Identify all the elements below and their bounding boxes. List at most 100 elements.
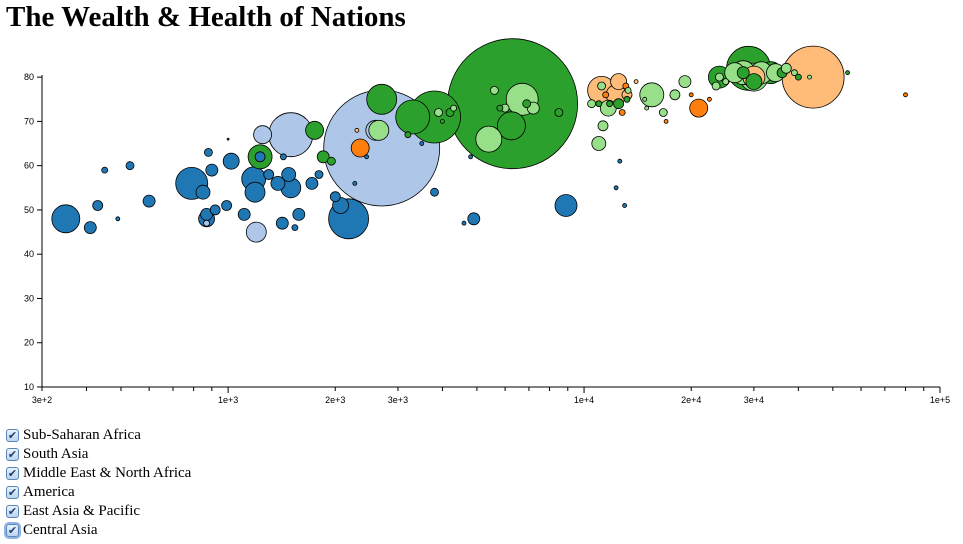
data-bubble <box>326 156 336 166</box>
data-bubble <box>663 119 669 124</box>
x-axis: 3e+2 1e+3 2e+3 3e+3 1e+4 2e+4 3e+4 1e+5 <box>32 386 950 405</box>
region-filter-middle-east-north-africa[interactable]: ✔ Middle East & North Africa <box>6 464 191 483</box>
data-bubble <box>591 136 607 151</box>
x-tick-label: 2e+3 <box>325 395 345 405</box>
data-bubble <box>554 108 564 117</box>
y-tick-label: 80 <box>24 72 34 82</box>
checkmark-icon: ✔ <box>7 448 18 461</box>
checkbox[interactable]: ✔ <box>6 467 19 480</box>
y-tick-label: 30 <box>24 293 34 303</box>
data-bubble <box>364 154 370 160</box>
x-tick-label: 2e+4 <box>681 395 701 405</box>
data-bubble <box>496 111 526 141</box>
data-bubble <box>715 72 724 82</box>
data-bubble <box>226 137 230 141</box>
plot-area <box>51 38 908 243</box>
data-bubble <box>644 105 650 111</box>
checkbox[interactable]: ✔ <box>6 524 19 537</box>
data-bubble <box>807 74 812 80</box>
data-bubble <box>305 120 325 140</box>
checkbox[interactable]: ✔ <box>6 448 19 461</box>
data-bubble <box>711 81 721 91</box>
data-bubble <box>597 120 609 132</box>
x-tick-label: 3e+3 <box>388 395 408 405</box>
checkbox[interactable]: ✔ <box>6 429 19 442</box>
checkbox[interactable]: ✔ <box>6 505 19 518</box>
checkbox[interactable]: ✔ <box>6 486 19 499</box>
data-bubble <box>633 79 639 84</box>
data-bubble <box>745 73 763 90</box>
data-bubble <box>781 45 845 109</box>
y-tick-label: 50 <box>24 205 34 215</box>
data-bubble <box>678 75 692 88</box>
data-bubble <box>275 216 289 230</box>
data-bubble <box>845 70 850 76</box>
data-bubble <box>51 204 81 234</box>
data-bubble <box>613 185 619 191</box>
y-tick-label: 20 <box>24 338 34 348</box>
checkmark-icon: ✔ <box>7 486 18 499</box>
region-filter-east-asia-pacific[interactable]: ✔ East Asia & Pacific <box>6 502 191 521</box>
data-bubble <box>624 87 632 94</box>
data-bubble <box>237 207 251 221</box>
data-bubble <box>623 95 631 103</box>
bubble-chart: 3e+2 1e+3 2e+3 3e+3 1e+4 2e+4 3e+4 1e+5 10 20 30 4… <box>24 38 950 405</box>
data-bubble <box>639 82 665 108</box>
data-bubble <box>125 161 135 171</box>
data-bubble <box>688 92 694 98</box>
data-bubble <box>92 200 104 211</box>
data-bubble <box>669 89 681 101</box>
data-bubble <box>203 147 213 157</box>
data-bubble <box>254 151 266 163</box>
region-label: Central Asia <box>23 522 98 538</box>
x-tick-label: 3e+4 <box>744 395 764 405</box>
page-title: The Wealth & Health of Nations <box>6 1 406 33</box>
data-bubble <box>468 154 474 160</box>
data-bubble <box>597 81 606 91</box>
data-bubble <box>205 163 219 177</box>
data-bubble <box>587 99 596 109</box>
y-axis: 10 20 30 40 50 60 70 80 <box>24 72 43 392</box>
y-tick-label: 60 <box>24 161 34 171</box>
data-bubble <box>707 96 712 102</box>
data-bubble <box>263 169 275 180</box>
data-bubble <box>281 167 297 182</box>
data-bubble <box>366 83 398 115</box>
checkmark-icon: ✔ <box>7 524 18 537</box>
data-bubble <box>467 212 481 226</box>
data-bubble <box>221 200 233 211</box>
y-tick-label: 70 <box>24 116 34 126</box>
region-filter-south-asia[interactable]: ✔ South Asia <box>6 445 191 464</box>
data-bubble <box>395 99 431 135</box>
region-filter-america[interactable]: ✔ America <box>6 483 191 502</box>
data-bubble <box>475 125 503 153</box>
data-bubble <box>115 216 121 222</box>
data-bubble <box>352 180 358 186</box>
data-bubble <box>780 62 792 74</box>
region-label: Middle East & North Africa <box>23 465 192 481</box>
data-bubble <box>642 96 648 102</box>
region-label: America <box>23 484 75 500</box>
data-bubble <box>316 150 330 164</box>
data-bubble <box>419 141 425 146</box>
data-bubble <box>83 221 97 235</box>
data-bubble <box>268 112 314 158</box>
data-bubble <box>522 99 532 109</box>
data-bubble <box>496 104 504 112</box>
data-bubble <box>195 184 211 200</box>
data-bubble <box>722 78 730 85</box>
data-bubble <box>736 66 750 80</box>
data-bubble <box>489 86 499 95</box>
data-bubble <box>305 176 319 190</box>
region-label: Sub-Saharan Africa <box>23 427 141 443</box>
x-tick-label: 3e+2 <box>32 395 52 405</box>
data-bubble <box>222 152 240 170</box>
x-tick-label: 1e+5 <box>930 395 950 405</box>
data-bubble <box>606 100 613 108</box>
data-bubble <box>368 119 390 141</box>
data-bubble <box>689 98 709 118</box>
data-bubble <box>279 153 287 161</box>
region-filter-sub-saharan-africa[interactable]: ✔ Sub-Saharan Africa <box>6 426 191 445</box>
data-bubble <box>622 203 627 208</box>
region-filter-central-asia[interactable]: ✔ Central Asia <box>6 521 191 540</box>
